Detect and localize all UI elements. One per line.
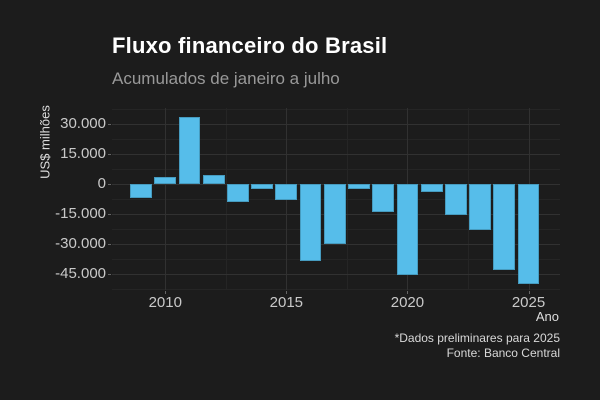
gridline-minor-horizontal xyxy=(112,139,560,140)
gridline-major-horizontal xyxy=(112,274,560,275)
bar-2015 xyxy=(275,184,298,201)
x-tick-mark xyxy=(528,291,530,294)
bar-2012 xyxy=(202,174,225,184)
x-tick-mark xyxy=(407,291,409,294)
x-tick-label: 2020 xyxy=(390,294,425,311)
gridline-major-horizontal xyxy=(112,124,560,125)
y-tick-mark xyxy=(108,184,111,185)
bar-2021 xyxy=(420,184,443,193)
bar-2020 xyxy=(396,184,419,275)
y-tick-mark xyxy=(108,214,111,215)
bar-2014 xyxy=(251,184,274,189)
y-tick-label: 15.000 xyxy=(60,145,106,162)
y-tick-label: 0 xyxy=(97,175,106,192)
x-tick-label: 2025 xyxy=(511,294,546,311)
y-tick-mark xyxy=(108,124,111,125)
y-tick-mark xyxy=(108,244,111,245)
x-axis-title: Ano xyxy=(535,309,559,324)
x-tick-mark xyxy=(165,291,167,294)
y-tick-label: -30.000 xyxy=(55,235,106,252)
gridline-minor-horizontal xyxy=(112,289,560,290)
gridline-minor-horizontal xyxy=(112,259,560,260)
x-tick-label: 2010 xyxy=(148,294,182,311)
gridline-major-horizontal xyxy=(112,154,560,155)
chart-title: Fluxo financeiro do Brasil xyxy=(112,33,388,58)
gridline-minor-vertical xyxy=(346,108,348,290)
bar-2023 xyxy=(469,184,491,230)
bar-2009 xyxy=(130,184,152,198)
caption: *Dados preliminares para 2025 Fonte: Ban… xyxy=(395,331,560,360)
gridline-major-horizontal xyxy=(112,244,560,245)
bar-2016 xyxy=(299,184,322,261)
bar-2025 xyxy=(517,184,540,284)
chart-subtitle: Acumulados de janeiro a julho xyxy=(112,69,340,88)
y-tick-mark xyxy=(108,274,111,275)
bar-2011 xyxy=(178,117,201,184)
bar-2013 xyxy=(227,184,249,202)
y-tick-label: 30.000 xyxy=(60,115,106,132)
y-tick-label: -15.000 xyxy=(55,205,106,222)
x-tick-label: 2015 xyxy=(269,294,304,311)
bar-2022 xyxy=(444,184,467,215)
plot-panel xyxy=(112,108,560,290)
y-tick-label: -45.000 xyxy=(55,265,106,282)
gridline-major-vertical xyxy=(165,108,167,290)
bar-2017 xyxy=(323,184,346,245)
gridline-minor-vertical xyxy=(467,108,469,290)
x-tick-mark xyxy=(286,291,288,294)
gridline-minor-horizontal xyxy=(112,109,560,110)
gridline-minor-vertical xyxy=(225,108,227,290)
gridline-minor-horizontal xyxy=(112,169,560,170)
bar-2024 xyxy=(493,184,516,270)
bar-2018 xyxy=(348,184,370,190)
bar-2010 xyxy=(154,176,177,184)
caption-note: *Dados preliminares para 2025 xyxy=(394,331,560,345)
y-tick-mark xyxy=(108,154,111,155)
caption-source: Fonte: Banco Central xyxy=(446,345,560,360)
bar-2019 xyxy=(372,184,395,212)
